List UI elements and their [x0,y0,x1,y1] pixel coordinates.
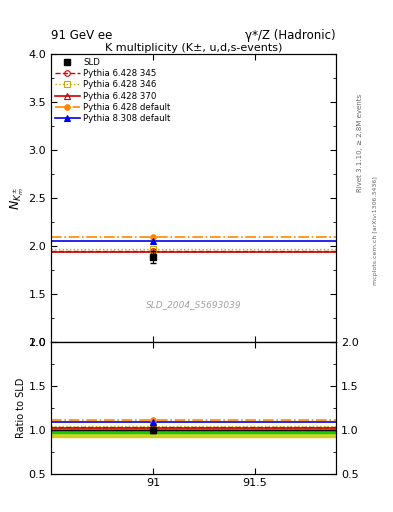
Text: γ*/Z (Hadronic): γ*/Z (Hadronic) [245,29,336,42]
Bar [51,429,336,433]
Title: K multiplicity (K±, u,d,s-events): K multiplicity (K±, u,d,s-events) [105,43,282,53]
Legend: SLD, Pythia 6.428 345, Pythia 6.428 346, Pythia 6.428 370, Pythia 6.428 default,: SLD, Pythia 6.428 345, Pythia 6.428 346,… [54,56,172,124]
Text: 91 GeV ee: 91 GeV ee [51,29,112,42]
Text: SLD_2004_S5693039: SLD_2004_S5693039 [146,301,241,309]
Bar [51,429,336,437]
Y-axis label: $N_{K^\pm_m}$: $N_{K^\pm_m}$ [8,186,26,210]
Y-axis label: Ratio to SLD: Ratio to SLD [16,378,26,438]
Text: mcplots.cern.ch [arXiv:1306.3436]: mcplots.cern.ch [arXiv:1306.3436] [373,176,378,285]
Text: Rivet 3.1.10, ≥ 2.8M events: Rivet 3.1.10, ≥ 2.8M events [356,94,363,193]
